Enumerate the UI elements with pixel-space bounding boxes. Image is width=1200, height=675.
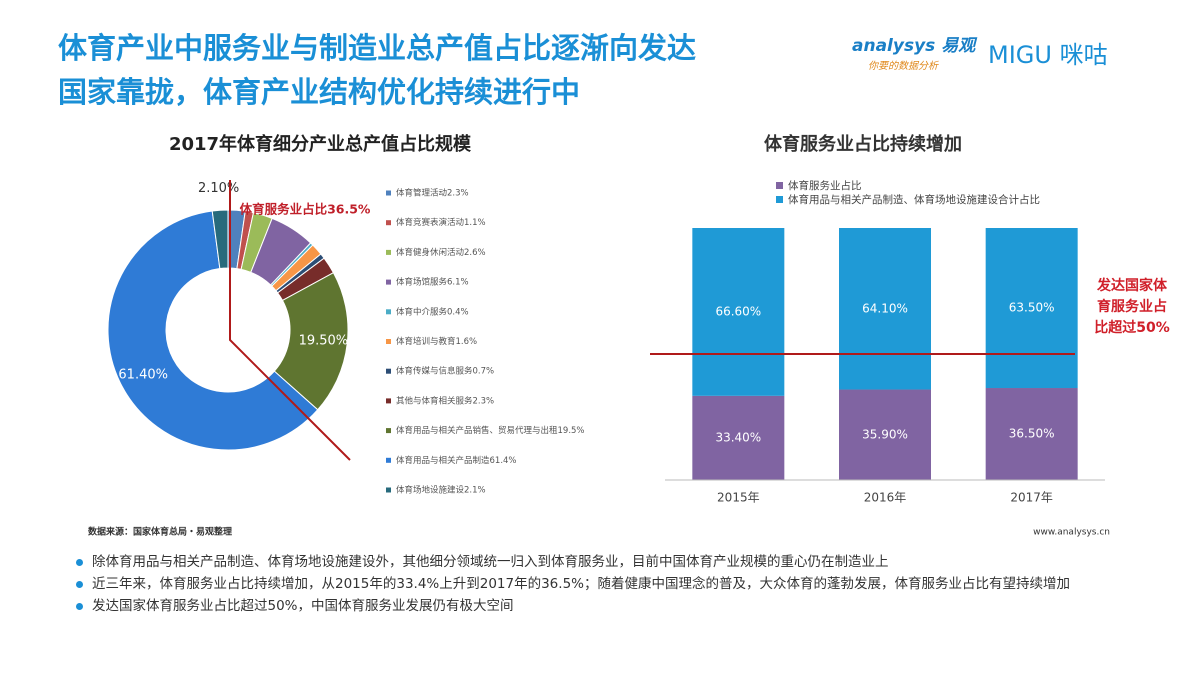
data-label: 66.60% — [715, 304, 761, 318]
donut-slice — [211, 209, 229, 270]
donut-slice — [107, 210, 319, 451]
data-label: 33.40% — [715, 430, 761, 444]
data-label: 36.50% — [1009, 427, 1055, 441]
annotation: 育服务业占 — [1097, 298, 1167, 315]
legend-swatch — [386, 309, 391, 315]
bar-segment — [985, 388, 1078, 480]
legend-label: 其他与体育相关服务2.3% — [396, 395, 494, 406]
legend-swatch — [386, 487, 391, 493]
source: 数据来源：国家体育总局・易观整理 — [88, 526, 232, 538]
title-line: 体育产业中服务业与制造业总产值占比逐渐向发达 — [58, 31, 696, 65]
chart-title: 2017年体育细分产业总产值占比规模 — [169, 133, 472, 155]
legend-label: 体育用品与相关产品制造、体育场地设施建设合计占比 — [788, 193, 1040, 206]
legend-swatch — [386, 279, 391, 285]
logo: MIGU 咪咕 — [988, 41, 1108, 69]
legend-label: 体育用品与相关产品制造61.4% — [396, 455, 517, 466]
bullet: 除体育用品与相关产品制造、体育场地设施建设外，其他细分领域统一归入到体育服务业，… — [74, 552, 1094, 572]
chart-title: 体育服务业占比持续增加 — [764, 133, 962, 155]
bar-segment — [839, 228, 931, 390]
legend-swatch — [386, 398, 391, 404]
x-tick-label: 2015年 — [717, 491, 760, 505]
annotation-line — [229, 180, 351, 461]
legend-swatch — [386, 428, 391, 434]
legend-swatch — [386, 190, 391, 196]
legend-swatch — [776, 182, 783, 189]
bullet: 发达国家体育服务业占比超过50%，中国体育服务业发展仍有极大空间 — [74, 596, 1094, 616]
annotation: 体育服务业占比36.5% — [240, 202, 371, 217]
data-label: 61.40% — [118, 368, 168, 383]
legend-label: 体育场馆服务6.1% — [396, 277, 469, 288]
bar-segment — [839, 389, 931, 480]
donut-slice — [273, 272, 349, 411]
annotation: 发达国家体 — [1096, 277, 1168, 294]
data-label: 64.10% — [862, 301, 908, 315]
data-label: 63.50% — [1009, 301, 1055, 315]
legend-label: 体育健身休闲活动2.6% — [396, 247, 486, 258]
bar-segment — [692, 228, 785, 396]
data-label: 35.90% — [862, 427, 908, 441]
bullets: 除体育用品与相关产品制造、体育场地设施建设外，其他细分领域统一归入到体育服务业，… — [74, 552, 1094, 618]
x-tick-label: 2017年 — [1010, 491, 1053, 505]
legend-label: 体育中介服务0.4% — [396, 306, 469, 317]
legend-label: 体育服务业占比 — [788, 179, 862, 192]
legend-label: 体育管理活动2.3% — [396, 188, 469, 199]
bar-segment — [985, 228, 1078, 389]
legend-swatch — [386, 457, 391, 463]
legend-swatch — [386, 339, 391, 344]
data-label: 2.10% — [198, 181, 239, 196]
bar-segment — [692, 395, 785, 480]
logo-slogan: 你要的数据分析 — [868, 60, 939, 72]
x-tick-label: 2016年 — [864, 491, 907, 505]
legend-label: 体育场地设施建设2.1% — [396, 485, 486, 496]
legend-label: 体育传媒与信息服务0.7% — [396, 366, 494, 377]
legend-swatch — [386, 368, 391, 374]
url: www.analysys.cn — [1033, 528, 1110, 538]
annotation: 比超过50% — [1094, 319, 1170, 336]
legend-swatch — [386, 220, 391, 226]
data-label: 19.50% — [299, 333, 349, 348]
legend-swatch — [776, 196, 783, 203]
legend-label: 体育培训与教育1.6% — [396, 336, 477, 347]
legend-label: 体育竞赛表演活动1.1% — [396, 217, 486, 228]
legend-label: 体育用品与相关产品销售、贸易代理与出租19.5% — [396, 425, 585, 436]
logo: analysys 易观 — [852, 36, 978, 56]
bullet: 近三年来，体育服务业占比持续增加，从2015年的33.4%上升到2017年的36… — [74, 574, 1094, 594]
legend-swatch — [386, 249, 391, 255]
title-line: 国家靠拢，体育产业结构优化持续进行中 — [58, 75, 580, 109]
